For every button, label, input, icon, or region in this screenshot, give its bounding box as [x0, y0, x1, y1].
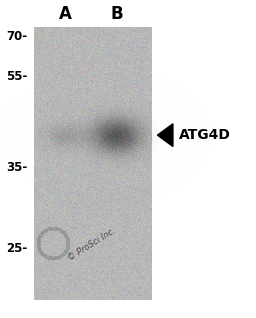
Text: ATG4D: ATG4D	[179, 128, 231, 142]
Text: 25-: 25-	[6, 242, 28, 254]
Text: 55-: 55-	[6, 71, 28, 83]
Text: 35-: 35-	[6, 162, 28, 174]
Text: B: B	[110, 5, 123, 23]
Text: A: A	[59, 5, 72, 23]
Text: 70-: 70-	[6, 30, 28, 43]
Polygon shape	[157, 124, 173, 147]
Text: © ProSci Inc.: © ProSci Inc.	[67, 226, 118, 263]
